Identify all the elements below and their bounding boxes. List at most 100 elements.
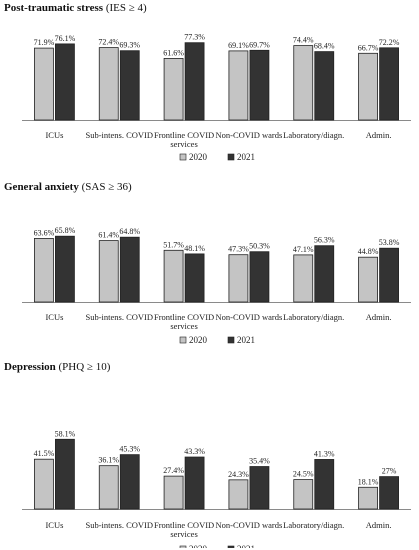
bar-2021 <box>249 466 270 510</box>
category-label: Laboratory/diagn. <box>283 130 344 140</box>
chart-title-anxiety: General anxiety (SAS ≥ 36) <box>4 181 132 193</box>
data-label: 41.3% <box>314 449 335 458</box>
bar-2020 <box>293 254 314 303</box>
bar-2020 <box>98 47 119 121</box>
data-label: 72.2% <box>379 38 400 47</box>
category-label: Sub-intens. COVID <box>85 520 153 530</box>
bar-2021 <box>249 251 270 303</box>
data-label: 68.4% <box>314 42 335 51</box>
chart-title-depression: Depression (PHQ ≥ 10) <box>4 361 111 373</box>
data-label: 69.1% <box>228 41 249 50</box>
data-label: 63.6% <box>34 228 55 237</box>
category-label: Laboratory/diagn. <box>283 312 344 322</box>
bar-2021 <box>119 454 140 510</box>
bar-2021 <box>379 247 399 303</box>
legend-swatch-2020 <box>179 153 187 161</box>
data-label: 43.3% <box>184 447 205 456</box>
category-label: services <box>170 139 197 149</box>
bar-2021 <box>119 236 140 303</box>
bar-2021 <box>314 51 335 121</box>
data-label: 76.1% <box>55 34 76 43</box>
bar-2020 <box>228 479 249 510</box>
category-label: Sub-intens. COVID <box>85 312 153 322</box>
data-label: 58.1% <box>55 429 76 438</box>
bar-2020 <box>34 47 54 121</box>
data-label: 18.1% <box>358 477 379 486</box>
bar-2020 <box>293 479 314 510</box>
category-label: Non-COVID wards <box>216 130 283 140</box>
bar-2020 <box>358 52 378 121</box>
bar-2020 <box>228 254 249 303</box>
bar-2020 <box>358 486 378 510</box>
data-label: 53.8% <box>379 238 400 247</box>
category-label: ICUs <box>45 312 63 322</box>
category-label: services <box>170 529 197 539</box>
bar-2020 <box>98 240 119 303</box>
legend-label-2020: 2020 <box>189 335 208 345</box>
category-label: Non-COVID wards <box>216 520 283 530</box>
chart-ptsd: 71.9% 76.1% ICUs 72.4% 69.3% Sub-intens. COVI… <box>22 33 411 162</box>
category-label: ICUs <box>45 130 63 140</box>
legend-label-2021: 2021 <box>237 335 255 345</box>
data-label: 65.8% <box>55 226 76 235</box>
category-label: Frontline COVID <box>154 312 214 322</box>
legend-swatch-2020 <box>179 336 187 344</box>
data-label: 48.1% <box>184 244 205 253</box>
data-label: 41.5% <box>34 449 55 458</box>
data-label: 44.8% <box>358 247 379 256</box>
legend-label-2021: 2021 <box>237 152 255 162</box>
bar-2020 <box>163 58 184 121</box>
data-label: 56.3% <box>314 236 335 245</box>
bar-2021 <box>184 42 205 121</box>
data-label: 61.4% <box>98 231 119 240</box>
data-label: 45.3% <box>119 445 140 454</box>
data-label: 24.3% <box>228 470 249 479</box>
bar-2020 <box>34 238 54 303</box>
category-label: Admin. <box>366 130 392 140</box>
legend: 2020 2021 <box>179 544 255 548</box>
legend: 2020 2021 <box>179 152 255 162</box>
data-label: 69.7% <box>249 40 270 49</box>
data-label: 69.3% <box>119 41 140 50</box>
data-label: 77.3% <box>184 33 205 42</box>
data-label: 72.4% <box>98 38 119 47</box>
category-label: Non-COVID wards <box>216 312 283 322</box>
category-label: Frontline COVID <box>154 520 214 530</box>
bar-2020 <box>163 249 184 303</box>
bar-2020 <box>34 458 54 510</box>
chart-anxiety: 63.6% 65.8% ICUs 61.4% 64.8% Sub-intens. COVI… <box>22 226 411 345</box>
category-label: services <box>170 321 197 331</box>
bar-2021 <box>119 50 140 121</box>
bar-2020 <box>98 465 119 510</box>
category-label: Admin. <box>366 520 392 530</box>
data-label: 64.8% <box>119 227 140 236</box>
data-label: 27.4% <box>163 466 184 475</box>
chart-depression: 41.5% 58.1% ICUs 36.1%45.3% Sub-intens. COVI… <box>22 429 411 548</box>
legend: 2020 2021 <box>179 335 255 345</box>
bar-2021 <box>314 459 335 510</box>
data-label: 61.6% <box>163 48 184 57</box>
bar-2020 <box>293 45 314 121</box>
legend-swatch-2021 <box>227 545 235 548</box>
category-label: Laboratory/diagn. <box>283 520 344 530</box>
bar-2021 <box>379 47 399 121</box>
data-label: 36.1% <box>98 456 119 465</box>
legend-swatch-2021 <box>227 336 235 344</box>
data-label: 66.7% <box>358 43 379 52</box>
legend-label-2020: 2020 <box>189 544 208 548</box>
data-label: 47.1% <box>293 245 314 254</box>
legend-label-2020: 2020 <box>189 152 208 162</box>
legend-swatch-2020 <box>179 545 187 548</box>
data-label: 51.7% <box>163 240 184 249</box>
data-label: 74.4% <box>293 36 314 45</box>
bar-2020 <box>163 475 184 510</box>
bar-2020 <box>228 50 249 121</box>
bar-2021 <box>314 245 335 303</box>
legend-label-2021: 2021 <box>237 544 255 548</box>
category-label: ICUs <box>45 520 63 530</box>
category-label: Admin. <box>366 312 392 322</box>
category-label: Frontline COVID <box>154 130 214 140</box>
data-label: 24.5% <box>293 470 314 479</box>
bar-2021 <box>55 43 75 121</box>
bar-2021 <box>184 253 205 303</box>
